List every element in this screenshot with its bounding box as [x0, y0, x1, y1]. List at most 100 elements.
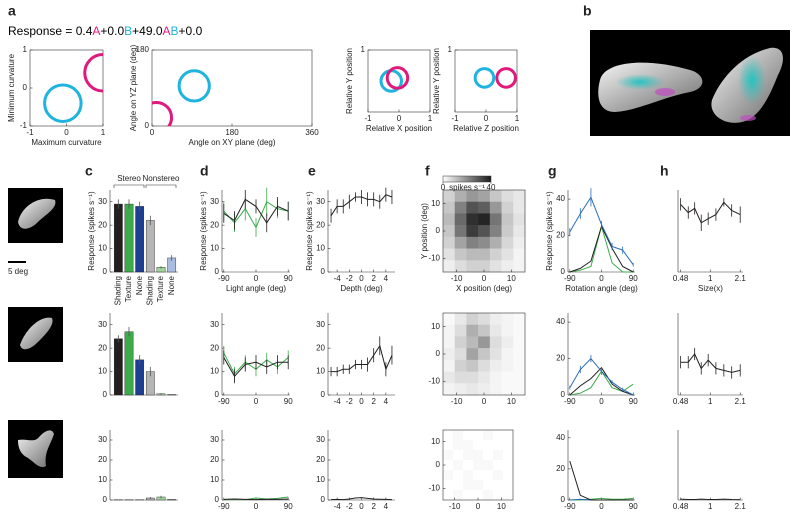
x-tick-label: -2	[346, 397, 354, 406]
chart-panel: 0.48 1 2.1	[673, 313, 746, 406]
x-tick-label: 90	[629, 397, 638, 406]
y-tick-label: 30	[98, 197, 107, 206]
y-tick-label: 0	[436, 460, 441, 469]
x-tick-label: 0	[599, 397, 604, 406]
heatmap-cell	[513, 248, 526, 261]
heatmap-cell	[466, 248, 479, 261]
x-tick-label: -2	[346, 274, 354, 283]
x-tick-label: -90	[564, 502, 576, 511]
y-tick-label: 10	[431, 437, 440, 446]
x-tick-label: 90	[284, 397, 293, 406]
y-tick-label: 10	[431, 199, 440, 208]
heatmap-cell	[489, 313, 502, 326]
heatmap-cell	[478, 313, 491, 326]
y-tick-label: 0	[103, 267, 108, 276]
y-axis-label: Y position (deg)	[420, 203, 429, 259]
heatmap-cell	[501, 313, 514, 326]
group-bracket	[113, 184, 145, 188]
y-tick-label: 10	[210, 367, 219, 376]
bar	[135, 206, 145, 273]
y-tick-label: 20	[210, 455, 219, 464]
colorbar-tick-label: 40	[487, 183, 496, 192]
x-axis-label: Light angle (deg)	[226, 284, 286, 293]
heatmap-cell	[466, 213, 479, 226]
heatmap-cell	[443, 225, 456, 238]
heatmap-cell	[483, 470, 494, 481]
heatmap-cell	[493, 440, 504, 451]
y-tick-label: 0	[321, 267, 326, 276]
x-tick-label: 0	[599, 274, 604, 283]
y-tick-label: 30	[316, 197, 325, 206]
heatmap-cell	[501, 190, 514, 203]
highlight-a	[740, 115, 756, 121]
panel-label: f	[425, 163, 430, 179]
y-tick-label: 20	[316, 455, 325, 464]
heatmap-cell	[478, 348, 491, 361]
heatmap-cell	[473, 490, 484, 501]
heatmap-cell	[483, 440, 494, 451]
heatmap-cell	[513, 201, 526, 214]
heatmap-cell	[454, 260, 467, 273]
axes-frame	[454, 49, 518, 113]
y-tick-label: 10	[98, 475, 107, 484]
bar	[135, 359, 145, 396]
heatmap-cell	[466, 313, 479, 326]
colorbar	[442, 175, 492, 183]
equation-part: A	[163, 24, 171, 38]
equation-part: +0.0	[179, 24, 203, 38]
x-tick-label: 4	[384, 397, 389, 406]
heatmap-cell	[454, 348, 467, 361]
heatmap-cell	[489, 359, 502, 372]
heatmap-cell	[466, 236, 479, 249]
category-label: Texture	[124, 275, 133, 302]
heatmap-cell	[443, 248, 456, 261]
heatmap-cell	[478, 324, 491, 337]
heatmap-cell	[478, 236, 491, 249]
heatmap-cell	[454, 313, 467, 326]
y-tick-label: 0	[561, 390, 566, 399]
series-line	[569, 357, 634, 396]
heatmap-cell	[453, 440, 464, 451]
highlight-b	[738, 56, 766, 104]
heatmap-cell	[503, 450, 514, 461]
heatmap-cell	[478, 248, 491, 261]
y-axis-label: Minimum curvature	[7, 53, 16, 122]
heatmap-cell	[454, 371, 467, 384]
heatmap-cell	[513, 190, 526, 203]
x-tick-label: 1	[708, 274, 713, 283]
scale-bar-label: 5 deg	[8, 267, 28, 276]
heatmap-cell	[489, 248, 502, 261]
x-tick-label: 2	[371, 502, 376, 511]
y-tick-label: 20	[316, 343, 325, 352]
equation-part: Response = 0.4	[8, 24, 93, 38]
heatmap-cell	[463, 440, 474, 451]
x-tick-label: 1	[515, 114, 520, 123]
axes-frame	[151, 49, 313, 127]
group-label: Nonstereo	[143, 174, 180, 183]
heatmap-cell	[489, 371, 502, 384]
x-tick-label: 180	[225, 128, 239, 137]
heatmap-cell	[443, 348, 456, 361]
heatmap-cell	[489, 236, 502, 249]
heatmap-cell	[466, 190, 479, 203]
x-tick-label: -90	[218, 274, 230, 283]
heatmap-cell	[483, 490, 494, 501]
y-tick-label: 0	[321, 495, 326, 504]
heatmap-cell	[493, 430, 504, 441]
x-tick-label: -4	[334, 502, 342, 511]
heatmap-cell	[454, 201, 467, 214]
x-tick-label: 2.1	[735, 502, 747, 511]
y-tick-label: 0	[436, 226, 441, 235]
tuning-circle	[152, 100, 174, 126]
y-tick-label: 0	[23, 83, 28, 92]
y-tick-label: 40	[556, 317, 565, 326]
x-tick-label: 90	[284, 274, 293, 283]
equation-part: A	[92, 24, 100, 38]
chart-panel: 0.48 1 2.1	[673, 430, 747, 511]
x-tick-label: 0	[476, 502, 481, 511]
heatmap-cell	[466, 348, 479, 361]
y-axis-label: Response (spikes s⁻¹)	[305, 191, 314, 271]
group-bracket	[145, 184, 177, 188]
x-tick-label: -10	[451, 397, 463, 406]
